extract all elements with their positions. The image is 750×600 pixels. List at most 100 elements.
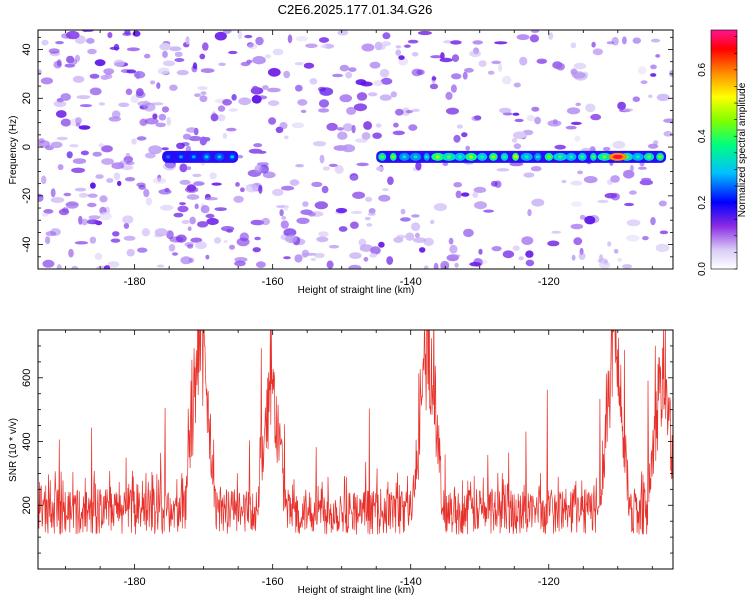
noise-blob — [363, 256, 369, 262]
y-tick-label: 20 — [21, 92, 33, 104]
noise-blob — [135, 91, 146, 99]
noise-blob — [305, 43, 318, 49]
noise-blob — [445, 91, 453, 100]
band-core — [166, 155, 171, 159]
noise-blob — [202, 42, 209, 51]
noise-blob — [650, 73, 657, 77]
noise-blob — [650, 217, 656, 226]
band-core — [647, 155, 651, 159]
noise-blob — [71, 167, 86, 173]
noise-blob — [318, 99, 330, 108]
noise-blob — [536, 58, 548, 64]
noise-blob — [352, 191, 366, 199]
noise-blob — [446, 107, 459, 115]
noise-blob — [283, 228, 297, 237]
noise-blob — [245, 183, 259, 193]
noise-blob — [95, 174, 104, 180]
noise-blob — [181, 142, 190, 146]
noise-blob — [372, 132, 382, 139]
noise-blob — [235, 182, 240, 187]
noise-blob — [255, 36, 264, 46]
noise-blob — [511, 137, 518, 143]
noise-blob — [148, 145, 163, 155]
noise-blob — [72, 75, 85, 83]
noise-blob — [214, 31, 227, 41]
noise-blob — [272, 188, 284, 196]
noise-blob — [199, 95, 208, 103]
noise-blob — [240, 61, 251, 67]
noise-blob — [50, 188, 56, 198]
noise-blob — [570, 42, 577, 49]
noise-blob — [351, 124, 356, 134]
noise-blob — [118, 102, 130, 108]
noise-blob — [180, 256, 192, 265]
noise-blob — [449, 244, 458, 254]
noise-blob — [156, 264, 165, 268]
noise-blob — [259, 164, 269, 174]
noise-blob — [240, 187, 245, 193]
noise-blob — [534, 116, 541, 125]
noise-blob — [531, 198, 545, 207]
spectrogram-y-ticks: 40 20 0 -20 -40 — [21, 36, 673, 270]
noise-blob — [339, 64, 350, 72]
noise-blob — [169, 236, 184, 243]
noise-blob — [379, 94, 392, 101]
noise-blob — [516, 34, 530, 41]
noise-blob — [408, 124, 418, 131]
band-core — [580, 155, 585, 159]
noise-blob — [602, 146, 611, 151]
noise-blob — [40, 77, 54, 85]
noise-blob — [318, 37, 330, 43]
noise-blob — [214, 237, 222, 244]
band-core — [602, 155, 607, 159]
noise-blob — [525, 259, 535, 267]
noise-blob — [136, 136, 147, 141]
noise-blob — [433, 203, 447, 212]
noise-blob — [513, 143, 522, 150]
noise-blob — [611, 36, 619, 46]
noise-blob — [157, 67, 170, 75]
noise-blob — [448, 254, 461, 258]
noise-blob — [113, 172, 121, 180]
band-core — [569, 155, 574, 159]
noise-blob — [393, 122, 399, 128]
noise-blob — [387, 176, 394, 185]
noise-blob — [186, 184, 197, 192]
noise-blob — [521, 236, 534, 246]
noise-blob — [197, 86, 208, 90]
noise-blob — [629, 164, 634, 172]
spectrogram-frame — [37, 29, 674, 270]
band-core — [546, 155, 551, 159]
noise-blob — [186, 194, 200, 200]
noise-blob — [125, 152, 131, 157]
noise-blob — [41, 175, 47, 185]
noise-blob — [419, 247, 426, 253]
noise-blob — [368, 208, 376, 214]
noise-blob — [250, 219, 265, 226]
noise-blob — [223, 239, 228, 244]
chart-title: C2E6.2025.177.01.34.G26 — [278, 2, 433, 17]
noise-blob — [229, 244, 235, 250]
noise-blob — [101, 145, 113, 153]
noise-blob — [179, 202, 186, 206]
noise-blob — [117, 180, 122, 187]
noise-blob — [265, 54, 272, 59]
noise-blob — [531, 106, 540, 112]
noise-blob — [251, 85, 260, 95]
noise-blob — [339, 94, 353, 103]
noise-blob — [57, 164, 64, 171]
noise-blob — [461, 192, 470, 197]
noise-blob — [297, 99, 308, 106]
noise-blob — [443, 40, 453, 44]
noise-blob — [247, 43, 258, 50]
noise-blob — [177, 205, 189, 213]
noise-blob — [185, 36, 190, 45]
noise-blob — [48, 48, 60, 54]
noise-blob — [448, 237, 454, 245]
noise-blob — [251, 95, 262, 104]
noise-blob — [99, 212, 112, 221]
noise-blob — [78, 192, 89, 198]
noise-blob — [610, 175, 620, 183]
y-tick-label: -40 — [21, 237, 33, 253]
noise-blob — [353, 103, 368, 112]
